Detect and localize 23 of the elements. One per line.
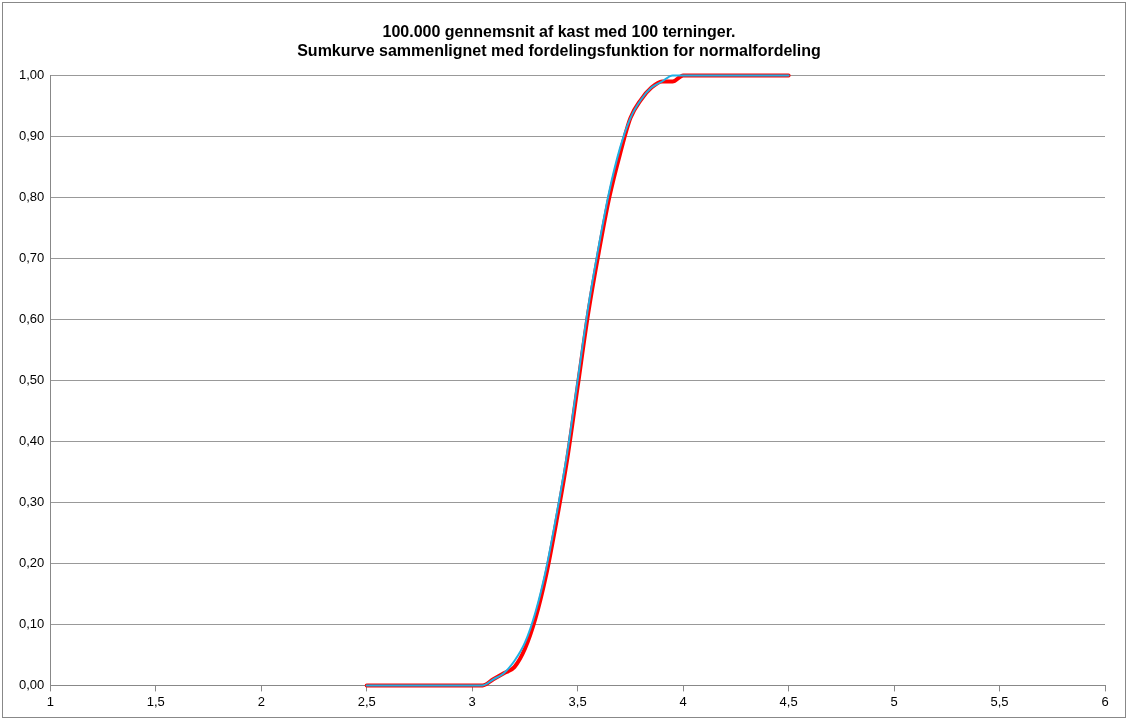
x-tick-label: 4 [679, 693, 687, 709]
x-tick-label: 1,5 [146, 693, 165, 709]
y-tick-label: 0,30 [18, 493, 45, 509]
y-tick-label: 0,60 [18, 310, 45, 326]
y-tick-label: 0,20 [18, 554, 45, 570]
x-tick-label: 5 [890, 693, 898, 709]
x-tick-label: 3 [468, 693, 476, 709]
x-tick-label: 3,5 [568, 693, 587, 709]
y-tick-label: 0,70 [18, 249, 45, 265]
x-tick-label: 1 [46, 693, 54, 709]
y-tick-label: 0,50 [18, 371, 45, 387]
y-tick-label: 0,00 [18, 676, 45, 692]
y-tick-label: 0,80 [18, 188, 45, 204]
chart-title: 100.000 gennemsnit af kast med 100 terninger. Sumkurve sammenlignet med fordelingsfunktion for normalfordeling [297, 23, 821, 60]
x-tick-label: 2 [257, 693, 265, 709]
y-tick-label: 1,00 [18, 66, 45, 82]
y-tick-label: 0,40 [18, 432, 45, 448]
y-tick-label: 0,90 [18, 127, 45, 143]
x-tick-label: 6 [1101, 693, 1109, 709]
y-tick-label: 0,10 [18, 615, 45, 631]
x-tick-label: 2,5 [357, 693, 376, 709]
x-tick-label: 5,5 [990, 693, 1009, 709]
x-tick-label: 4,5 [779, 693, 798, 709]
